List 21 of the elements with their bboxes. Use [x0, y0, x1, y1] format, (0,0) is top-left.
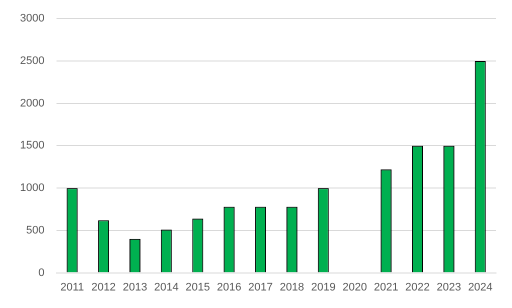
x-tick-label: 2024: [468, 281, 493, 294]
x-tick-label: 2016: [216, 281, 242, 294]
x-tick-label: 2012: [91, 281, 116, 294]
x-tick-label: 2011: [60, 281, 84, 294]
y-tick-label: 1500: [20, 140, 44, 152]
x-tick-label: 2015: [186, 281, 210, 294]
y-tick-label: 1000: [20, 182, 44, 194]
x-tick-label: 2018: [280, 281, 304, 294]
y-tick-label: 2500: [20, 55, 44, 67]
x-tick-label: 2014: [154, 281, 179, 294]
y-tick-label: 0: [38, 266, 44, 279]
y-tick-label: 500: [26, 224, 44, 236]
y-tick-label: 2000: [20, 97, 44, 110]
y-tick-label: 3000: [20, 12, 44, 25]
x-tick-label: 2022: [405, 281, 430, 294]
x-tick-label: 2017: [248, 281, 273, 294]
x-tick-label: 2020: [342, 281, 367, 294]
x-tick-label: 2013: [122, 281, 148, 294]
x-tick-label: 2023: [436, 281, 462, 294]
x-tick-label: 2021: [374, 281, 398, 294]
x-tick-label: 2019: [311, 281, 336, 294]
